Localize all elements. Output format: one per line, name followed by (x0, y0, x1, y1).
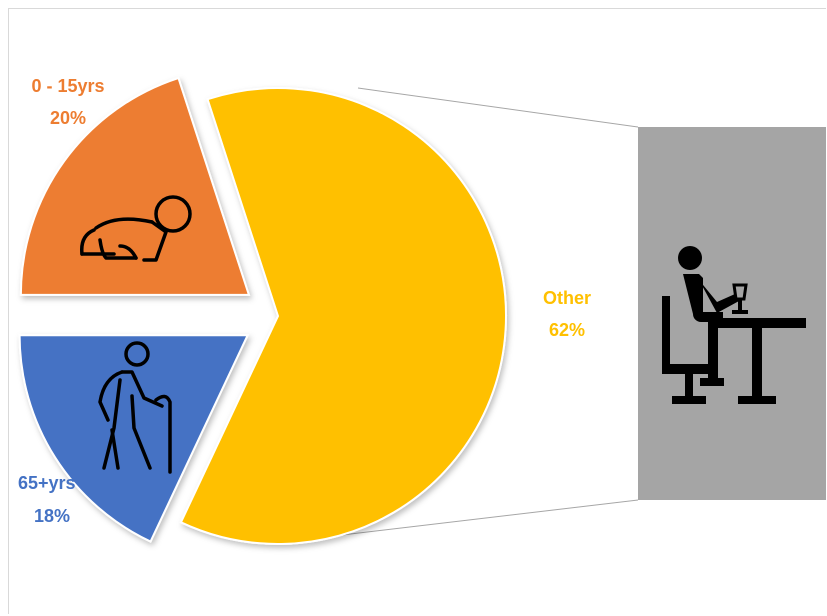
slice-label-other: Other 62% (543, 288, 591, 340)
slice-label-name: 65+yrs (18, 473, 76, 493)
chart-frame (8, 8, 826, 614)
slice-label-name: 0 - 15yrs (31, 76, 104, 96)
crawling-baby-icon (80, 195, 192, 262)
elderly-person-cane-icon (98, 341, 172, 474)
slice-label-0-15yrs: 0 - 15yrs 20% (31, 76, 104, 128)
connector-line-top (357, 87, 639, 128)
slice-label-name: Other (543, 288, 591, 308)
slice-label-percent: 20% (50, 108, 86, 128)
connector-line-bottom (299, 499, 639, 541)
slice-label-65yrs: 65+yrs 18% (18, 473, 76, 526)
slice-label-percent: 18% (34, 506, 70, 526)
slice-other (179, 87, 507, 545)
slice-0-15yrs (19, 76, 251, 296)
slice-label-percent: 62% (549, 320, 585, 340)
slice-65yrs (18, 334, 250, 543)
person-at-desk-icon (662, 246, 806, 404)
